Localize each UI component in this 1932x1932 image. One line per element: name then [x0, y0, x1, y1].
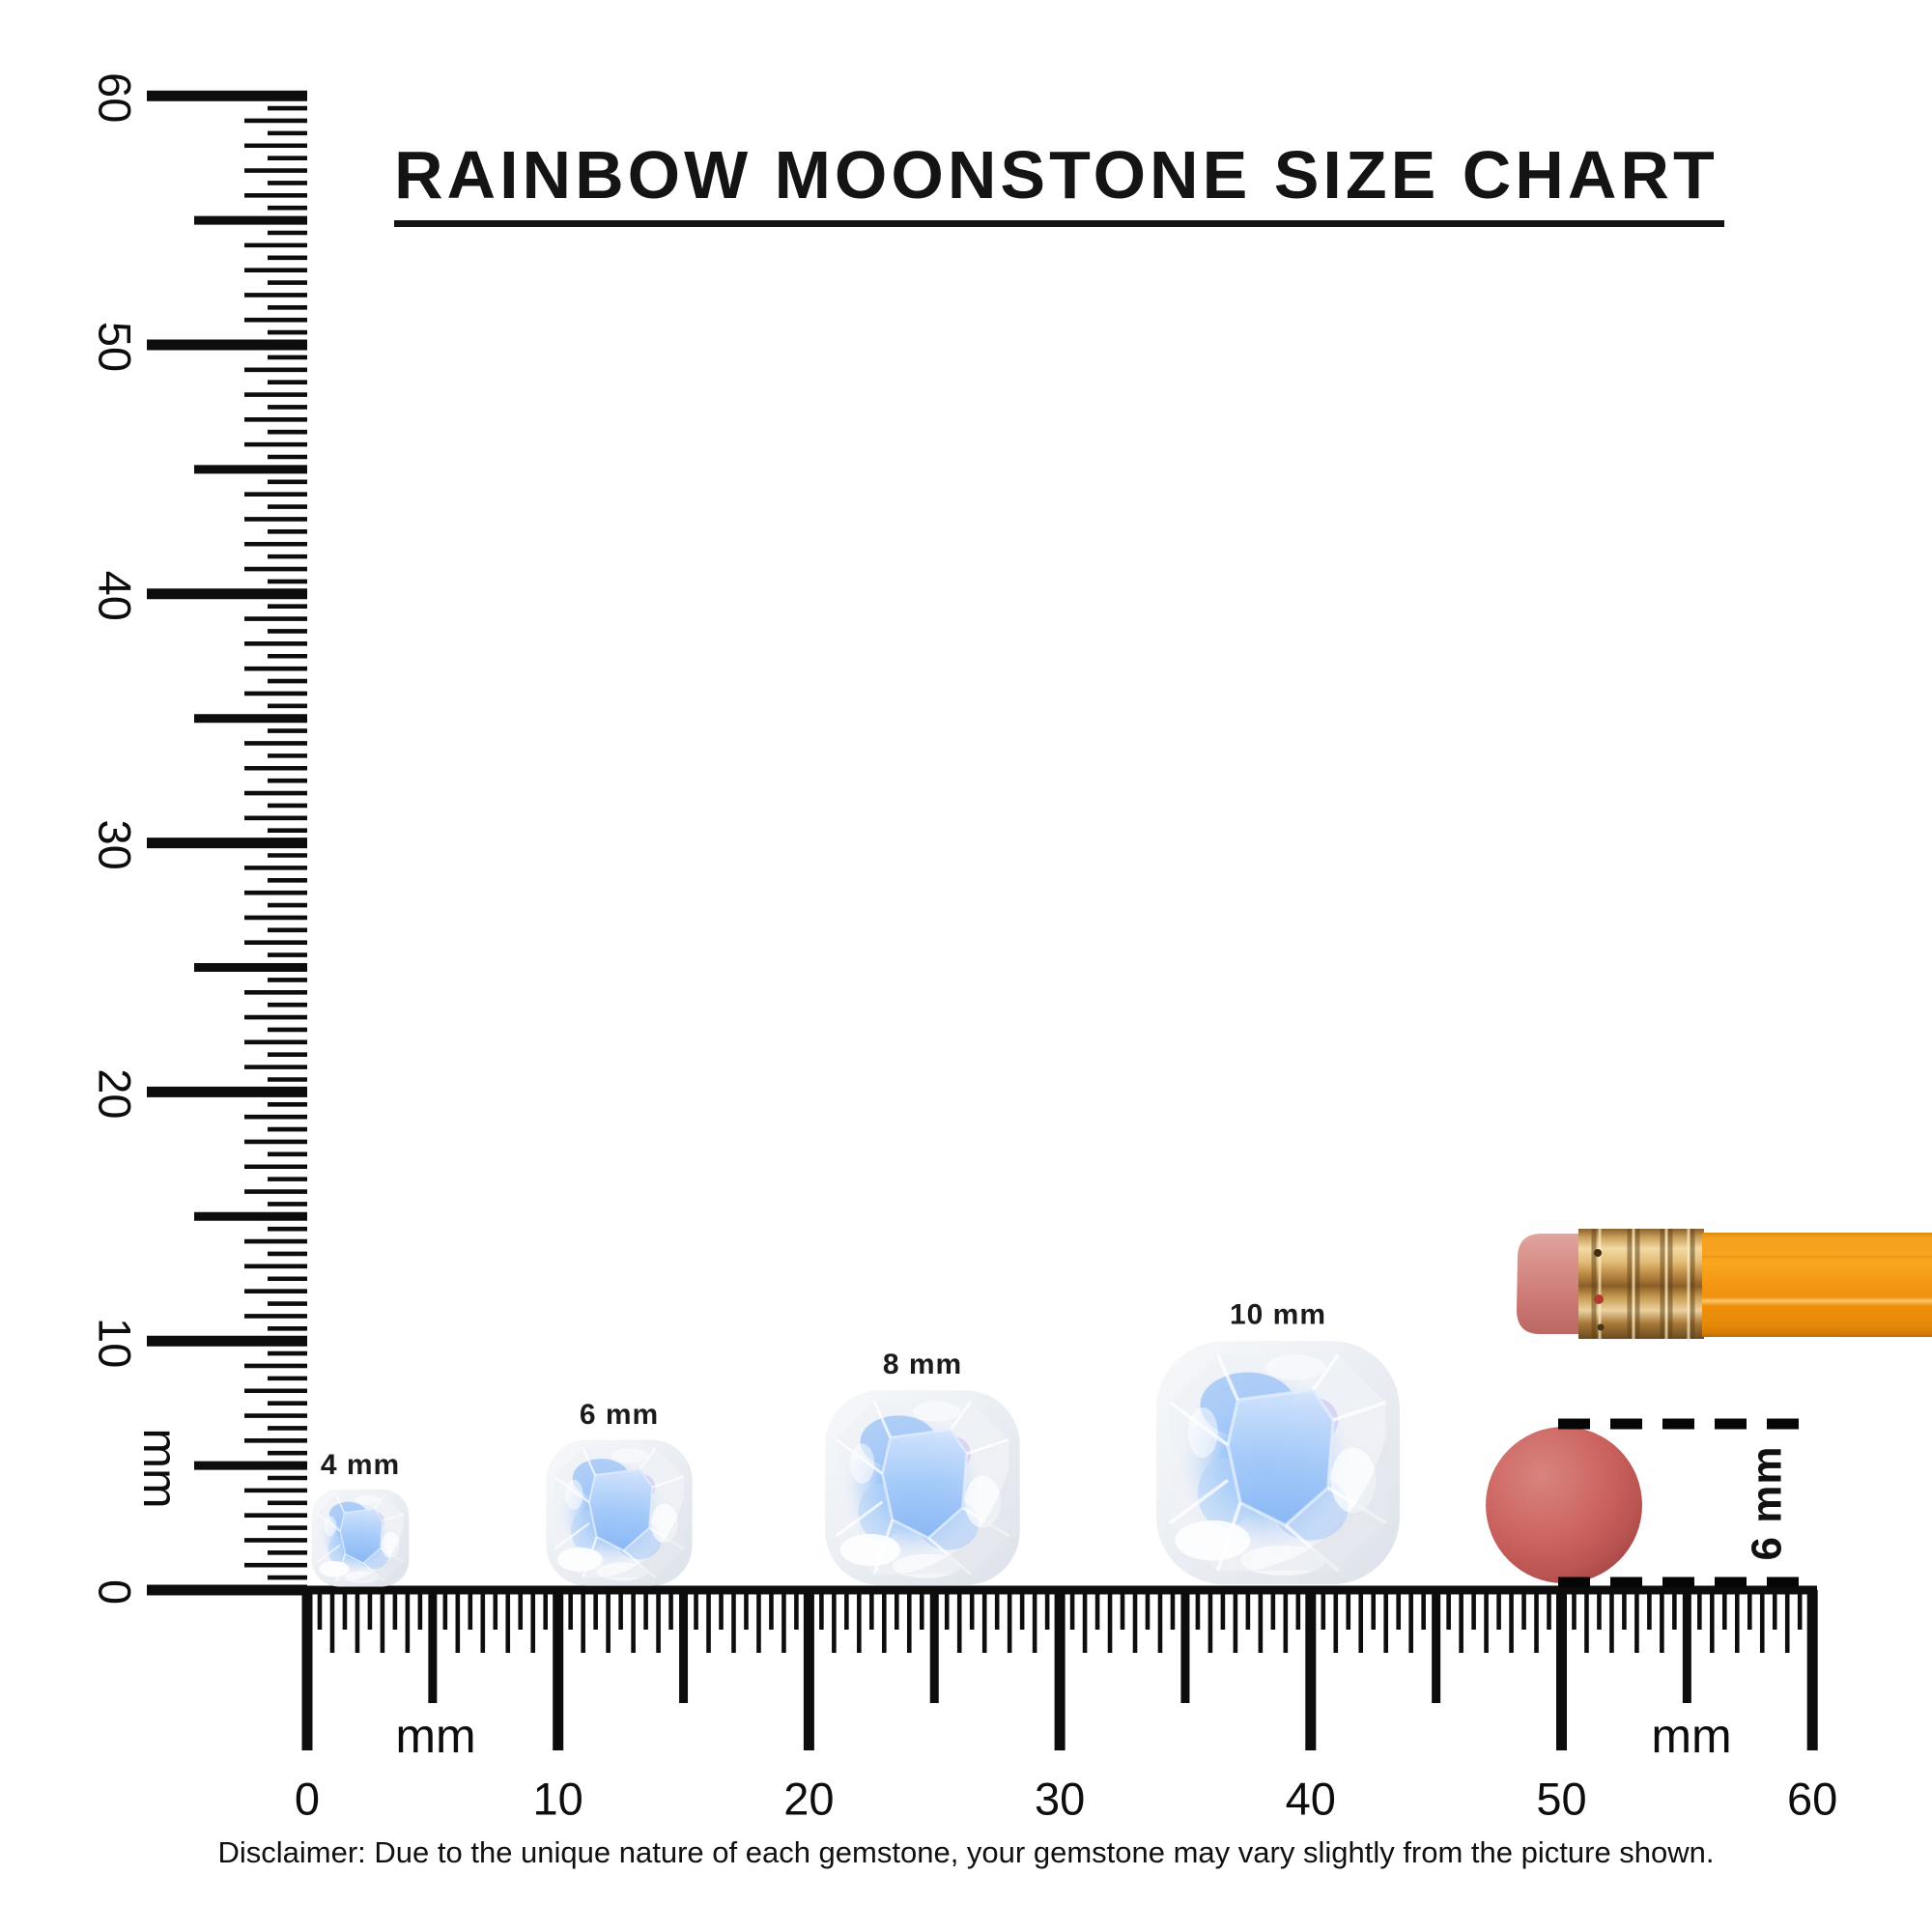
pencil-illustration — [1517, 1229, 1932, 1339]
v-ruler-label-0: 0 — [90, 1579, 141, 1605]
h-ruler-label-20: 20 — [783, 1774, 834, 1825]
h-ruler-label-30: 30 — [1035, 1774, 1085, 1825]
disclaimer-text: Disclaimer: Due to the unique nature of … — [217, 1835, 1715, 1869]
ferrule-crimp-lines — [1591, 1229, 1695, 1339]
horizontal-ruler-unit-label-right: mm — [1651, 1709, 1731, 1763]
eraser-face-illustration — [1486, 1427, 1642, 1583]
eraser-measurement-label: 6 mm — [1744, 1446, 1791, 1561]
measurement-dashed-lines — [1558, 1418, 1804, 1588]
h-ruler-label-60: 60 — [1787, 1774, 1837, 1825]
v-ruler-label-40: 40 — [90, 571, 141, 621]
pencil-eraser-tip — [1517, 1234, 1584, 1334]
v-ruler-label-50: 50 — [90, 322, 141, 372]
page-title: RAINBOW MOONSTONE SIZE CHART — [394, 141, 1724, 227]
horizontal-ruler: 0 10 20 30 40 50 60 — [147, 1585, 1837, 1825]
gemstones-group: 4 mm 6 mm 8 mm 10 mm — [310, 1298, 1402, 1588]
vertical-ruler: 0 10 20 30 40 50 60 — [90, 72, 307, 1605]
v-ruler-label-20: 20 — [90, 1068, 141, 1119]
ferrule-highlight-lines — [1598, 1229, 1690, 1339]
ferrule-rivet-dot — [1597, 1323, 1605, 1331]
gem-6mm — [545, 1438, 694, 1587]
h-ruler-label-40: 40 — [1286, 1774, 1336, 1825]
gem-4mm — [310, 1488, 411, 1588]
pencil-body — [1702, 1233, 1932, 1337]
ferrule-rivet-dot — [1594, 1249, 1602, 1257]
gem-10mm — [1154, 1339, 1402, 1586]
h-ruler-label-10: 10 — [533, 1774, 583, 1825]
ferrule-rivet-dot-red — [1594, 1294, 1604, 1304]
v-ruler-label-60: 60 — [90, 72, 141, 123]
h-ruler-label-0: 0 — [295, 1774, 320, 1825]
v-ruler-label-10: 10 — [90, 1318, 141, 1368]
gem-label-4mm: 4 mm — [321, 1449, 400, 1481]
gem-8mm — [823, 1388, 1022, 1587]
gem-label-8mm: 8 mm — [883, 1349, 962, 1380]
h-ruler-label-50: 50 — [1536, 1774, 1586, 1825]
v-ruler-label-30: 30 — [90, 819, 141, 869]
gem-label-6mm: 6 mm — [580, 1399, 659, 1431]
pencil-ferrule — [1578, 1229, 1704, 1339]
gem-label-10mm: 10 mm — [1230, 1298, 1326, 1330]
horizontal-ruler-unit-label-left: mm — [395, 1709, 475, 1763]
vertical-ruler-unit-label: mm — [133, 1428, 187, 1508]
